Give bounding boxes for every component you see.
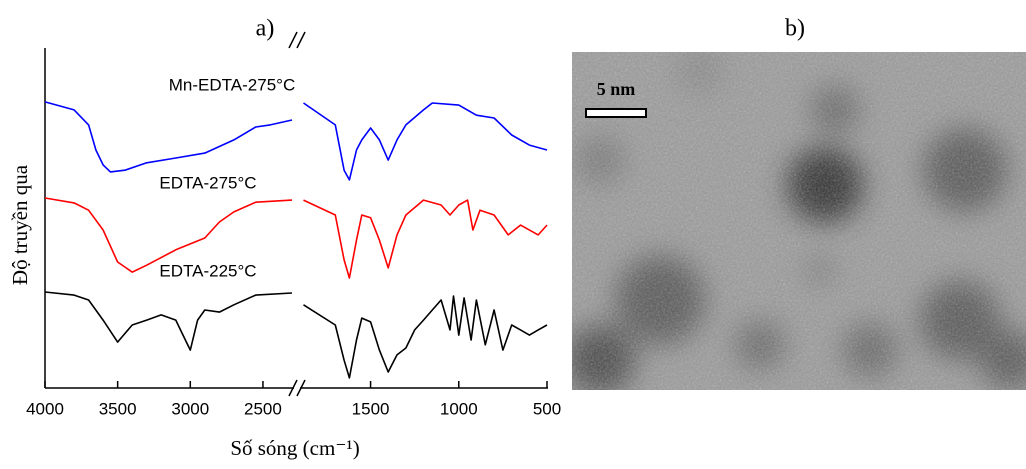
- scale-bar: [585, 108, 647, 118]
- x-tick-label: 3500: [99, 399, 137, 418]
- x-tick-label: 500: [533, 399, 561, 418]
- tem-image: [572, 52, 1026, 390]
- x-tick-label: 2500: [244, 399, 282, 418]
- series-label: EDTA-275°C: [159, 173, 256, 192]
- series-label: EDTA-225°C: [159, 261, 256, 280]
- scale-label: 5 nm: [597, 79, 636, 99]
- axes: [44, 31, 548, 397]
- x-tick-label: 4000: [26, 399, 64, 418]
- y-axis-label: Độ truyền qua: [8, 164, 32, 285]
- x-tick-label: 1500: [352, 399, 390, 418]
- spectrum-line: [44, 291, 548, 379]
- x-tick-label: 3000: [171, 399, 209, 418]
- series-label: Mn-EDTA-275°C: [169, 75, 295, 94]
- panel-title: b): [785, 16, 805, 42]
- x-axis-label: Số sóng (cm⁻¹): [230, 436, 359, 460]
- panel-title: a): [256, 16, 275, 42]
- x-tick-label: 1000: [440, 399, 478, 418]
- spectrum-line: [44, 101, 548, 181]
- spectrum-line: [44, 197, 548, 279]
